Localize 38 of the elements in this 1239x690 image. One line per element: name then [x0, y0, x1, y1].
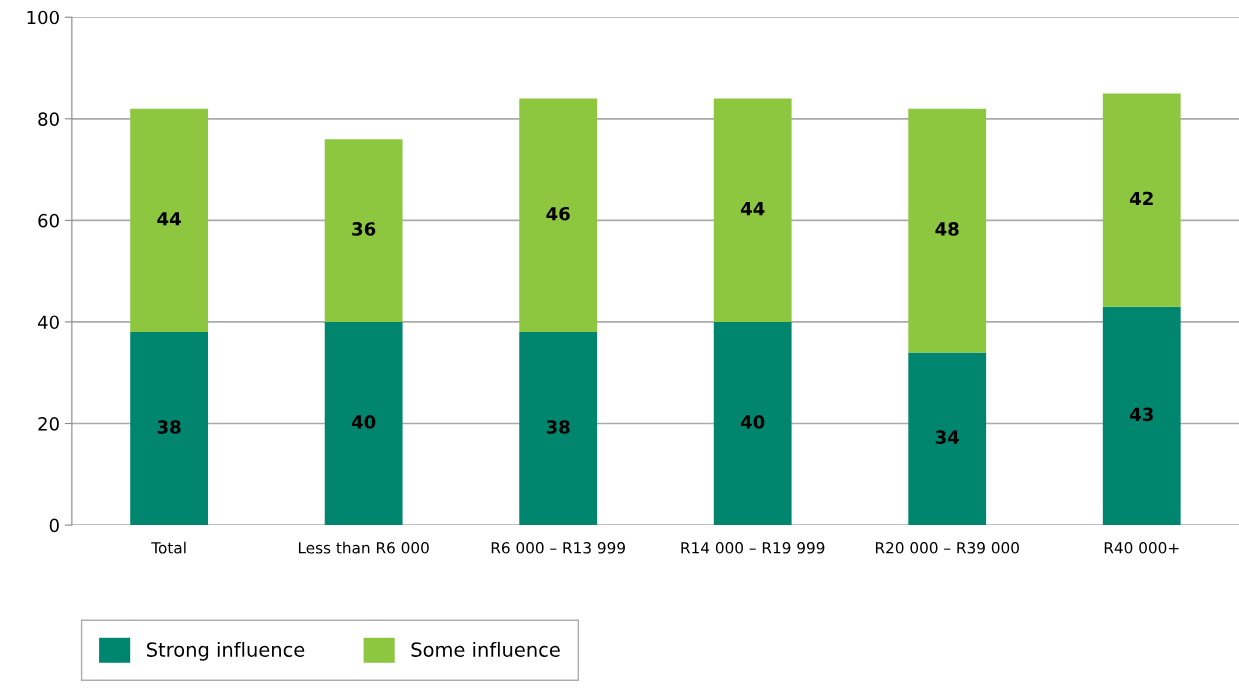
bar — [713, 321, 792, 526]
y-tick-label: 0 — [49, 518, 59, 533]
x-tick-label: R6 000 – R13 999 — [491, 542, 625, 554]
y-tick-label: 40 — [37, 315, 59, 330]
bar — [519, 332, 598, 526]
y-tick-label: 100 — [27, 10, 59, 25]
bar — [324, 321, 403, 526]
bar — [130, 108, 209, 333]
data-label: 43 — [1129, 407, 1153, 422]
data-label: 36 — [352, 222, 376, 236]
legend-label: Strong influence — [147, 641, 305, 661]
bar — [1102, 93, 1181, 307]
data-label: 40 — [351, 415, 376, 429]
data-label: 38 — [546, 420, 570, 434]
y-tick-label: 60 — [38, 213, 59, 228]
data-label: 46 — [546, 206, 570, 221]
x-tick-label: Total — [151, 541, 186, 554]
bar — [713, 98, 792, 322]
x-tick-label: Less than R6 000 — [298, 541, 429, 554]
y-tick-label: 20 — [38, 416, 59, 431]
data-label: 38 — [157, 420, 181, 434]
bar — [324, 139, 403, 322]
bar — [130, 332, 209, 526]
bar — [908, 108, 987, 353]
data-label: 44 — [740, 202, 765, 216]
data-label: 40 — [740, 415, 765, 429]
bar — [908, 352, 987, 526]
data-label: 42 — [1129, 191, 1153, 206]
x-tick-label: R20 000 – R39 000 — [875, 542, 1019, 554]
y-tick-label: 80 — [38, 112, 59, 126]
data-label: 34 — [935, 430, 959, 444]
data-label: 48 — [935, 222, 959, 236]
bar — [519, 98, 598, 333]
x-tick-label: R14 000 – R19 999 — [681, 542, 825, 554]
data-label: 44 — [157, 212, 181, 226]
legend-label: Some influence — [411, 641, 560, 657]
x-tick-label: R40 000+ — [1104, 542, 1179, 554]
bar — [1102, 306, 1181, 526]
